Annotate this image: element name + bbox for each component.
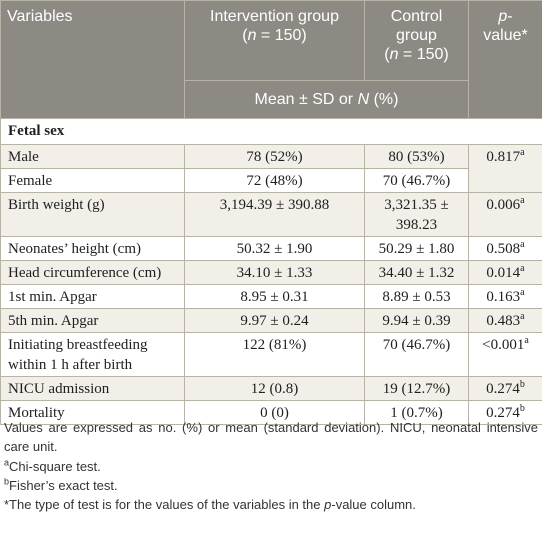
footnote-b: bFisher’s exact test. bbox=[4, 476, 118, 493]
row-label: 1st min. Apgar bbox=[0, 284, 185, 309]
row-label: Neonates’ height (cm) bbox=[0, 236, 185, 261]
section-row: Fetal sex bbox=[0, 118, 542, 145]
table-row: 1st min. Apgar 8.95 ± 0.31 8.89 ± 0.53 0… bbox=[0, 284, 542, 309]
header-variables: Variables bbox=[0, 0, 185, 119]
intervention-value: 0 (0) bbox=[184, 400, 365, 425]
header-intervention: Intervention group (n = 150) bbox=[184, 0, 365, 81]
intervention-value: 72 (48%) bbox=[184, 168, 365, 193]
footnote-a: aChi-square test. bbox=[4, 457, 101, 474]
row-label: Male bbox=[0, 144, 185, 169]
table-row: Female 72 (48%) 70 (46.7%) bbox=[0, 168, 542, 193]
p-value: 0.274b bbox=[468, 400, 542, 425]
control-value: 1 (0.7%) bbox=[364, 400, 469, 425]
row-label: Female bbox=[0, 168, 185, 193]
p-value: 0.274b bbox=[468, 376, 542, 401]
intervention-value: 50.32 ± 1.90 bbox=[184, 236, 365, 261]
control-value: 34.40 ± 1.32 bbox=[364, 260, 469, 285]
intervention-value: 78 (52%) bbox=[184, 144, 365, 169]
p-value: 0.508a bbox=[468, 236, 542, 261]
header-pvalue: p- value* bbox=[468, 0, 542, 119]
intervention-value: 12 (0.8) bbox=[184, 376, 365, 401]
intervention-value: 3,194.39 ± 390.88 bbox=[184, 192, 365, 237]
intervention-value: 34.10 ± 1.33 bbox=[184, 260, 365, 285]
table-footnotes: Values are expressed as no. (%) or mean … bbox=[4, 418, 538, 514]
table-row: NICU admission 12 (0.8) 19 (12.7%) 0.274… bbox=[0, 376, 542, 401]
header-row: Variables Intervention group (n = 150) C… bbox=[0, 0, 542, 119]
control-value: 3,321.35 ±398.23 bbox=[364, 192, 469, 237]
p-value: 0.014a bbox=[468, 260, 542, 285]
p-value: 0.006a bbox=[468, 192, 542, 237]
row-label: Head circumference (cm) bbox=[0, 260, 185, 285]
row-label: 5th min. Apgar bbox=[0, 308, 185, 333]
control-value: 19 (12.7%) bbox=[364, 376, 469, 401]
results-table: Variables Intervention group (n = 150) C… bbox=[0, 0, 542, 425]
p-value: 0.163a bbox=[468, 284, 542, 309]
p-value: 0.483a bbox=[468, 308, 542, 333]
table-row: 5th min. Apgar 9.97 ± 0.24 9.94 ± 0.39 0… bbox=[0, 308, 542, 333]
control-value: 50.29 ± 1.80 bbox=[364, 236, 469, 261]
intervention-value: 122 (81%) bbox=[184, 332, 365, 377]
row-label: NICU admission bbox=[0, 376, 185, 401]
section-title: Fetal sex bbox=[0, 118, 542, 145]
subheader-row: Mean ± SD or N (%) bbox=[1, 80, 542, 119]
table-row: Birth weight (g) 3,194.39 ± 390.88 3,321… bbox=[0, 192, 542, 237]
control-value: 70 (46.7%) bbox=[364, 168, 469, 193]
p-value: 0.817a bbox=[468, 144, 542, 193]
row-label: Initiating breastfeeding within 1 h after… bbox=[0, 332, 185, 377]
table-row: Neonates’ height (cm) 50.32 ± 1.90 50.29… bbox=[0, 236, 542, 261]
row-label: Birth weight (g) bbox=[0, 192, 185, 237]
table-row: Mortality 0 (0) 1 (0.7%) 0.274b bbox=[0, 400, 542, 425]
subheader: Mean ± SD or N (%) bbox=[184, 80, 469, 119]
table-row: Male 78 (52%) 80 (53%) 0.817a bbox=[0, 144, 542, 193]
control-value: 9.94 ± 0.39 bbox=[364, 308, 469, 333]
intervention-value: 8.95 ± 0.31 bbox=[184, 284, 365, 309]
footnote-abbreviations: Values are expressed as no. (%) or mean … bbox=[4, 420, 538, 454]
intervention-value: 9.97 ± 0.24 bbox=[184, 308, 365, 333]
table-row: Initiating breastfeeding within 1 h after… bbox=[0, 332, 542, 377]
control-value: 80 (53%) bbox=[364, 144, 469, 169]
control-value: 8.89 ± 0.53 bbox=[364, 284, 469, 309]
table-row: Head circumference (cm) 34.10 ± 1.33 34.… bbox=[0, 260, 542, 285]
row-label: Mortality bbox=[0, 400, 185, 425]
header-control: Control group (n = 150) bbox=[364, 0, 469, 81]
control-value: 70 (46.7%) bbox=[364, 332, 469, 377]
p-value: <0.001a bbox=[468, 332, 542, 377]
footnote-star: *The type of test is for the values of t… bbox=[4, 497, 416, 512]
